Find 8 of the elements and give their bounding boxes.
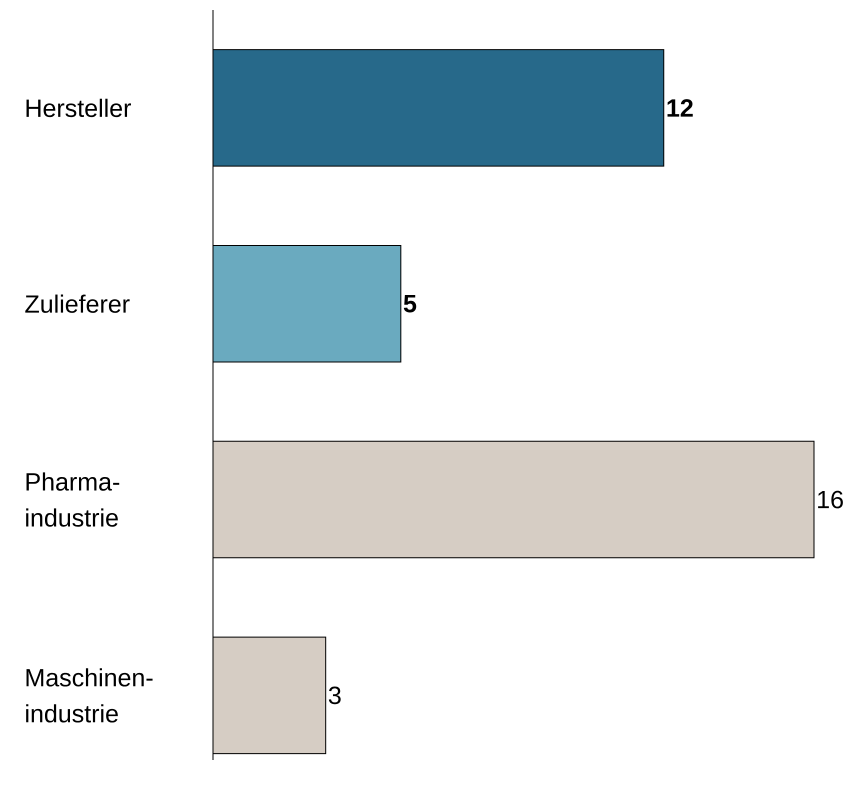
data-label: 16	[818, 490, 843, 508]
y-tick-label: Maschinen-industrie	[26, 668, 153, 723]
data-label: 12	[668, 99, 693, 117]
data-label: 5	[404, 295, 416, 312]
data-label: 3	[328, 686, 341, 704]
y-tick-label: Pharma-industrie	[26, 472, 120, 527]
y-tick-label: Zulieferer	[25, 294, 130, 313]
y-tick-label: Hersteller	[26, 98, 131, 118]
